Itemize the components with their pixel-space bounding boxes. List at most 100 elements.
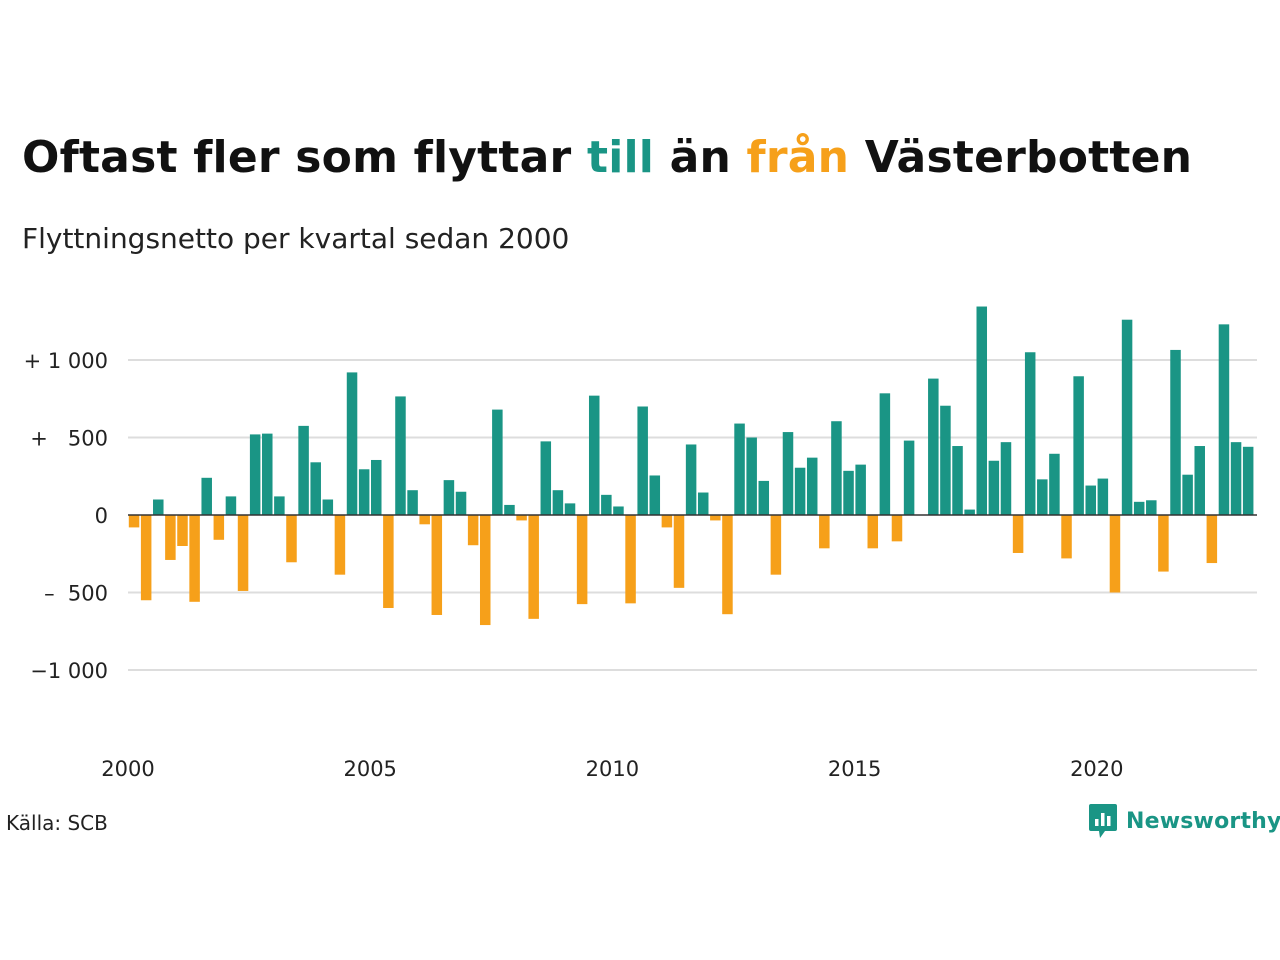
bar [358,469,370,515]
bar [201,477,212,515]
chart-title: Oftast fler som flyttar till än från Väs… [22,132,1192,183]
bar-chart: + 1 000 + 500 0 – 500 −1 000 2000 2005 2010 2015… [24,306,1257,781]
brand-name: Newsworthy [1126,808,1280,834]
bar [1000,442,1012,515]
bar [831,421,842,515]
title-part-1: Oftast fler som flyttar [22,132,587,183]
bar [383,515,394,608]
bar [322,499,334,515]
bar [722,515,733,615]
bar [903,440,915,515]
bar [855,464,866,515]
title-part-2: än [654,132,747,183]
bar [262,433,273,515]
y-tick-label: 0 [95,504,108,528]
bar [310,462,321,515]
bar [782,432,794,515]
bar [528,515,539,619]
bar [1109,515,1121,593]
bar [649,475,661,515]
bar [1170,349,1181,515]
bar [407,490,418,515]
bar [153,499,164,515]
bar [710,515,721,521]
chart-subtitle: Flyttningsnetto per kvartal sedan 2000 [22,222,570,255]
bar [455,491,467,515]
bar [770,515,782,575]
bar [1230,442,1242,515]
bar [952,446,963,515]
bar [661,515,673,528]
bar [867,515,879,549]
bar [286,515,297,563]
bar [1121,319,1133,515]
bar [1218,324,1230,515]
bar [431,515,443,615]
bar [1194,446,1205,515]
bar [140,515,152,601]
y-tick-label: + 500 [30,427,108,451]
x-tick-label: 2005 [343,757,396,781]
bar [479,515,491,626]
bar [1073,376,1084,515]
bar [588,395,600,515]
bar [237,515,249,591]
bar [1097,478,1109,515]
bar [552,490,564,515]
brand: Newsworthy [1088,802,1280,840]
bar [1158,515,1169,572]
bar [976,306,988,515]
bar [467,515,479,546]
bar [794,467,806,515]
title-word-till: till [586,132,655,183]
bar [891,515,903,542]
bar [988,460,1000,515]
bar [625,515,636,604]
bar [504,504,515,515]
bar [1133,501,1145,515]
bar [213,515,225,540]
bar [746,437,757,515]
bar [419,515,430,525]
bar [697,492,709,515]
bar [395,396,406,515]
bar [274,496,285,515]
bar [189,515,200,602]
bar [1037,479,1048,515]
bar [940,405,951,515]
x-tick-label: 2010 [586,757,639,781]
bar [734,423,745,515]
newsworthy-logo-icon [1089,804,1117,838]
bar [334,515,346,575]
bar [540,441,552,515]
y-tick-label: – 500 [44,582,108,606]
x-tick-label: 2020 [1070,757,1123,781]
bar [928,378,939,515]
bar [758,480,770,515]
bar [1024,352,1036,515]
bar [1085,485,1096,515]
bar [516,515,527,521]
title-part-3: Västerbotten [849,132,1193,183]
bar [346,372,358,515]
bar [613,506,624,515]
bar [1206,515,1218,564]
bar [601,494,612,515]
bar [1061,515,1072,559]
bar [1049,453,1060,515]
bar [879,393,891,515]
bar [492,409,503,515]
bar [964,509,975,515]
bar [371,459,382,515]
bar [1012,515,1024,553]
bar [564,503,576,515]
bar [637,406,648,515]
bar [1182,474,1193,515]
bar [843,470,854,515]
bar [806,457,818,515]
source-label: Källa: SCB [6,811,108,835]
bar [819,515,830,549]
bar [673,515,685,588]
bar [128,515,140,528]
bar [165,515,176,560]
